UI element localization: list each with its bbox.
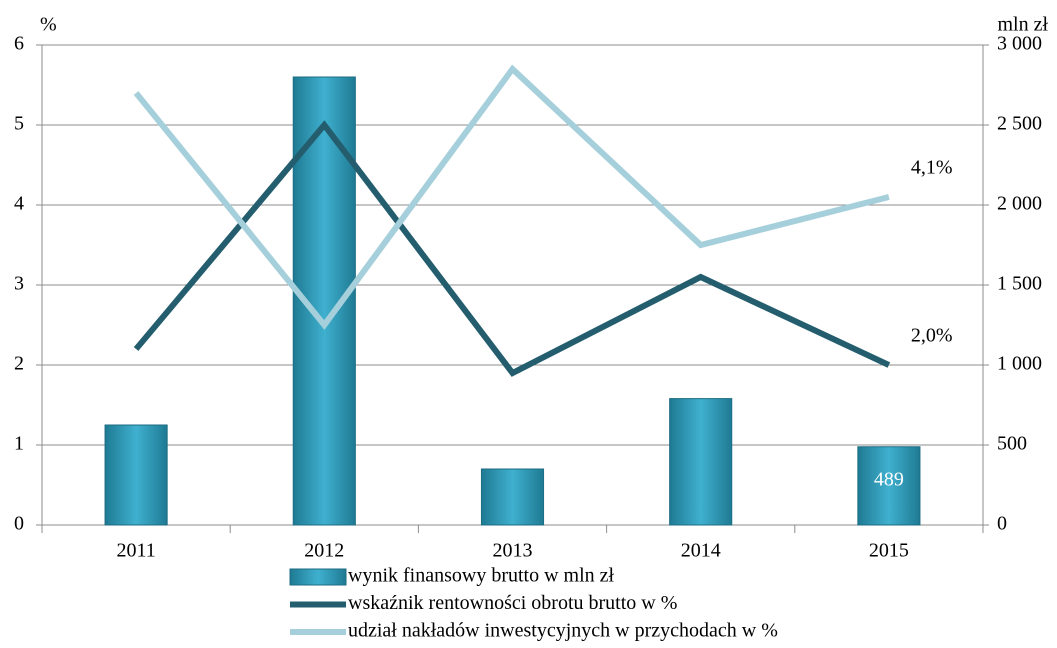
y-tick-label: 4 <box>14 193 24 215</box>
bar-value-label: 489 <box>874 468 904 490</box>
y2-tick-label: 1 000 <box>997 353 1042 375</box>
line <box>133 64 890 330</box>
y-tick-label: 2 <box>14 353 24 375</box>
x-tick-label: 2013 <box>493 540 533 562</box>
x-tick-label: 2011 <box>116 540 155 562</box>
y2-tick-label: 0 <box>997 513 1007 535</box>
line-value-label: 2,0% <box>911 325 953 347</box>
y-tick-label: 0 <box>14 513 24 535</box>
bar <box>669 398 733 526</box>
y-tick-label: 3 <box>14 273 24 295</box>
legend-label: udział nakładów inwestycyjnych w przycho… <box>348 620 778 642</box>
y2-tick-label: 2 000 <box>997 193 1042 215</box>
legend-label: wskaźnik rentowności obrotu brutto w % <box>348 592 677 614</box>
bar <box>480 468 545 526</box>
y2-tick-label: 3 000 <box>997 33 1042 55</box>
bar <box>857 446 921 526</box>
y2-tick-label: 2 500 <box>997 113 1042 135</box>
bar <box>104 424 168 526</box>
y-tick-label: 5 <box>14 113 24 135</box>
y-tick-label: 1 <box>14 433 24 455</box>
legend-label: wynik finansowy brutto w mln zł <box>348 565 615 587</box>
line-value-label: 4,1% <box>911 157 953 179</box>
y2-tick-label: 500 <box>997 433 1027 455</box>
x-tick-label: 2014 <box>681 540 721 562</box>
x-tick-label: 2012 <box>304 540 344 562</box>
y-axis-label: % <box>40 14 57 36</box>
y-tick-label: 6 <box>14 33 24 55</box>
line <box>133 120 891 377</box>
y2-axis-label: mln zł <box>997 14 1048 36</box>
x-tick-label: 2015 <box>869 540 909 562</box>
y2-tick-label: 1 500 <box>997 273 1042 295</box>
legend-swatch <box>289 568 347 586</box>
